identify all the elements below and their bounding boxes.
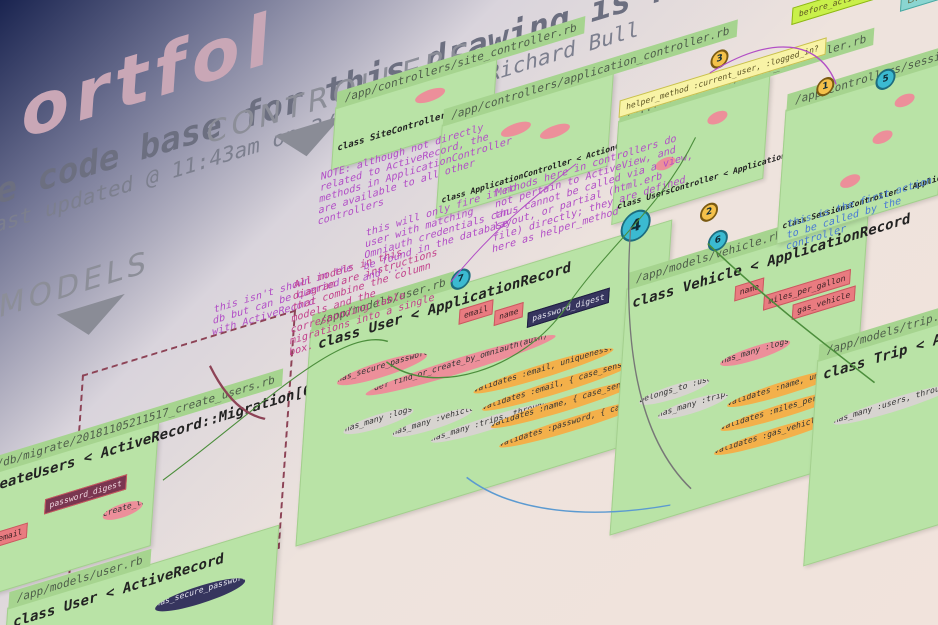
diagram-canvas: ortfol e code base for this drawing is h… [0,0,938,625]
drawing-plane: ortfol e code base for this drawing is h… [0,0,938,625]
connection-wires [162,46,876,513]
